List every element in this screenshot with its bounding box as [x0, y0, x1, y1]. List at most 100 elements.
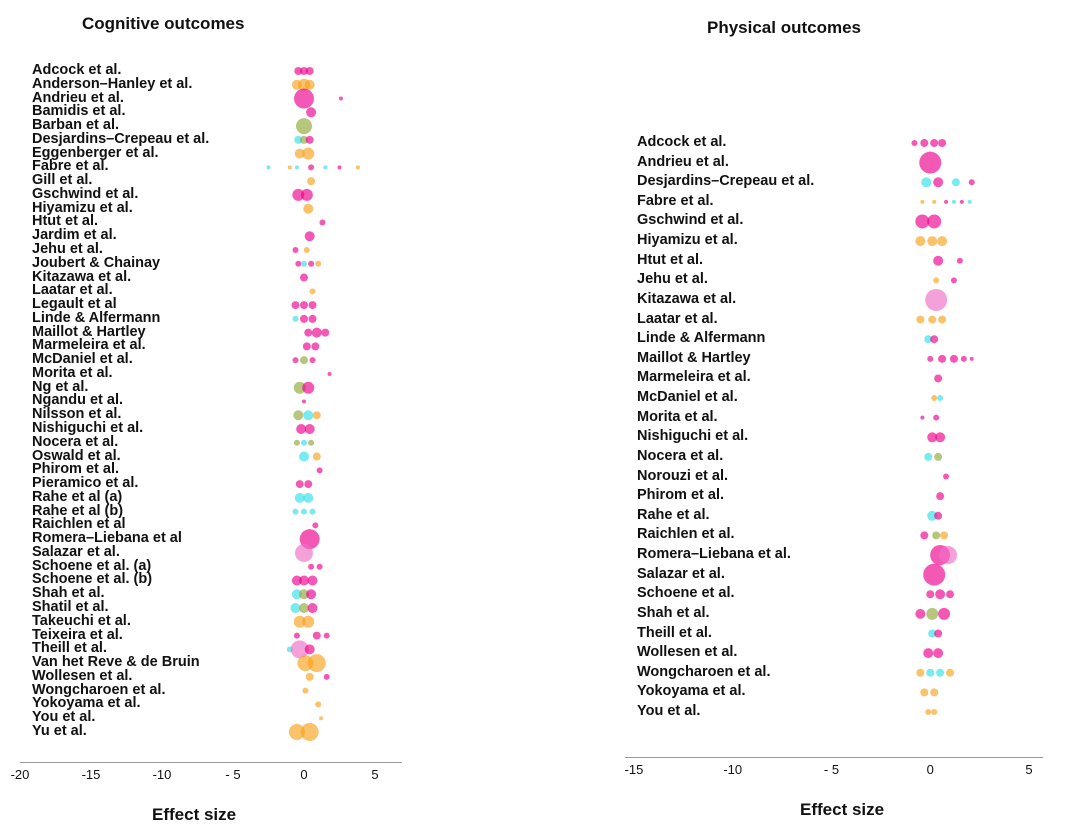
study-label: Teixeira et al.	[32, 626, 123, 643]
study-label: Morita et al.	[32, 364, 113, 381]
study-label: Wollesen et al.	[637, 644, 738, 661]
effect-size-bubble	[915, 236, 926, 247]
effect-size-bubble	[290, 603, 301, 614]
effect-size-bubble	[960, 355, 967, 362]
study-label: Jardim et al.	[32, 227, 117, 244]
effect-size-bubble	[933, 414, 940, 421]
effect-size-bubble	[292, 357, 299, 364]
effect-size-bubble	[937, 236, 948, 247]
effect-size-bubble	[956, 257, 963, 264]
effect-size-bubble	[951, 178, 960, 187]
effect-size-bubble	[293, 615, 306, 628]
effect-size-bubble	[319, 219, 326, 226]
effect-size-bubble	[930, 335, 939, 344]
effect-size-bubble	[308, 563, 315, 570]
study-label: Barban et al.	[32, 117, 120, 134]
study-label: Phirom et al.	[637, 487, 725, 504]
study-label: Jehu et al.	[32, 241, 103, 257]
effect-size-bubble	[934, 374, 943, 383]
study-label: Adcock et al.	[32, 62, 122, 78]
effect-size-bubble	[921, 177, 932, 188]
effect-size-bubble	[951, 199, 956, 204]
effect-size-bubble	[315, 260, 322, 267]
effect-size-bubble	[931, 708, 938, 715]
effect-size-bubble	[307, 177, 316, 186]
effect-size-bubble	[327, 371, 332, 376]
effect-size-bubble	[294, 67, 303, 75]
study-label: Kitazawa et al.	[32, 268, 132, 285]
effect-size-bubble	[293, 439, 300, 446]
effect-size-bubble	[935, 432, 946, 443]
effect-size-bubble	[919, 151, 942, 174]
study-label: McDaniel et al.	[637, 389, 738, 406]
effect-size-bubble	[949, 354, 958, 363]
effect-size-bubble	[305, 135, 314, 144]
physical-plot-area	[911, 139, 975, 715]
effect-size-bubble	[302, 615, 315, 628]
study-label: Gschwind et al.	[637, 212, 744, 229]
effect-size-bubble	[292, 508, 299, 515]
effect-size-bubble	[323, 632, 330, 639]
effect-size-bubble	[307, 654, 326, 673]
study-label: Takeuchi et al.	[32, 612, 131, 629]
effect-size-bubble	[936, 492, 945, 501]
study-label: Yokoyama et al.	[637, 683, 746, 700]
study-label: Hiyamizu et al.	[637, 232, 738, 249]
x-axis-label: Effect size	[800, 800, 885, 819]
study-label: Oswald et al.	[32, 447, 121, 464]
effect-size-bubble	[932, 199, 937, 204]
effect-size-bubble	[938, 139, 947, 147]
effect-size-bubble	[940, 531, 949, 540]
study-label: Desjardins–Crepeau et al.	[32, 130, 210, 147]
study-label: Gill et al.	[32, 172, 93, 189]
study-label: You et al.	[32, 709, 96, 726]
x-tick-label: - 5	[225, 767, 241, 782]
study-label: Ngandu et al.	[32, 392, 124, 409]
effect-size-bubble	[927, 214, 942, 229]
effect-size-bubble	[934, 452, 943, 461]
study-label: Shatil et al.	[32, 599, 109, 616]
effect-size-bubble	[933, 255, 944, 266]
effect-size-bubble	[930, 139, 939, 147]
study-label: Schoene et al. (a)	[32, 557, 152, 574]
effect-size-bubble	[300, 722, 319, 741]
effect-size-bubble	[305, 672, 314, 681]
study-label: Ng et al.	[32, 378, 89, 395]
study-label: Raichlen et al.	[637, 526, 735, 543]
x-tick-label: -20	[10, 767, 30, 782]
x-tick-label: 0	[926, 762, 934, 777]
effect-size-bubble	[311, 327, 322, 338]
effect-size-bubble	[923, 563, 946, 586]
effect-size-bubble	[321, 328, 330, 337]
study-label: Linde & Alfermann	[637, 330, 766, 347]
study-label: Rahe et al.	[637, 506, 710, 523]
effect-size-bubble	[927, 355, 934, 362]
effect-size-bubble	[930, 688, 939, 697]
study-label: Theill et al.	[32, 640, 107, 657]
study-label: Pieramico et al.	[32, 475, 139, 492]
effect-size-bubble	[302, 399, 306, 404]
effect-size-bubble	[303, 247, 310, 254]
study-label: Joubert & Chainay	[32, 254, 161, 271]
effect-size-bubble	[312, 452, 321, 461]
effect-size-bubble	[925, 288, 948, 311]
effect-size-bubble	[302, 381, 315, 394]
effect-size-bubble	[308, 164, 315, 171]
study-label: Anderson–Hanley et al.	[32, 75, 193, 92]
effect-size-bubble	[927, 510, 938, 521]
effect-size-bubble	[315, 701, 322, 708]
effect-size-bubble	[291, 301, 300, 310]
study-label: Desjardins–Crepeau et al.	[637, 173, 815, 190]
effect-size-bubble	[938, 315, 947, 324]
study-label: Salazar et al.	[637, 565, 725, 582]
effect-size-bubble	[926, 668, 935, 677]
study-label: Theill et al.	[637, 624, 712, 641]
effect-size-bubble	[304, 424, 315, 435]
study-label: Wollesen et al.	[32, 667, 133, 684]
study-label: Yokoyama et al.	[32, 695, 141, 712]
effect-size-bubble	[295, 543, 313, 562]
effect-size-bubble	[300, 135, 308, 144]
study-label: Gschwind et al.	[32, 185, 139, 202]
effect-size-bubble	[304, 79, 315, 90]
study-label: Romera–Liebana et al.	[637, 546, 791, 563]
